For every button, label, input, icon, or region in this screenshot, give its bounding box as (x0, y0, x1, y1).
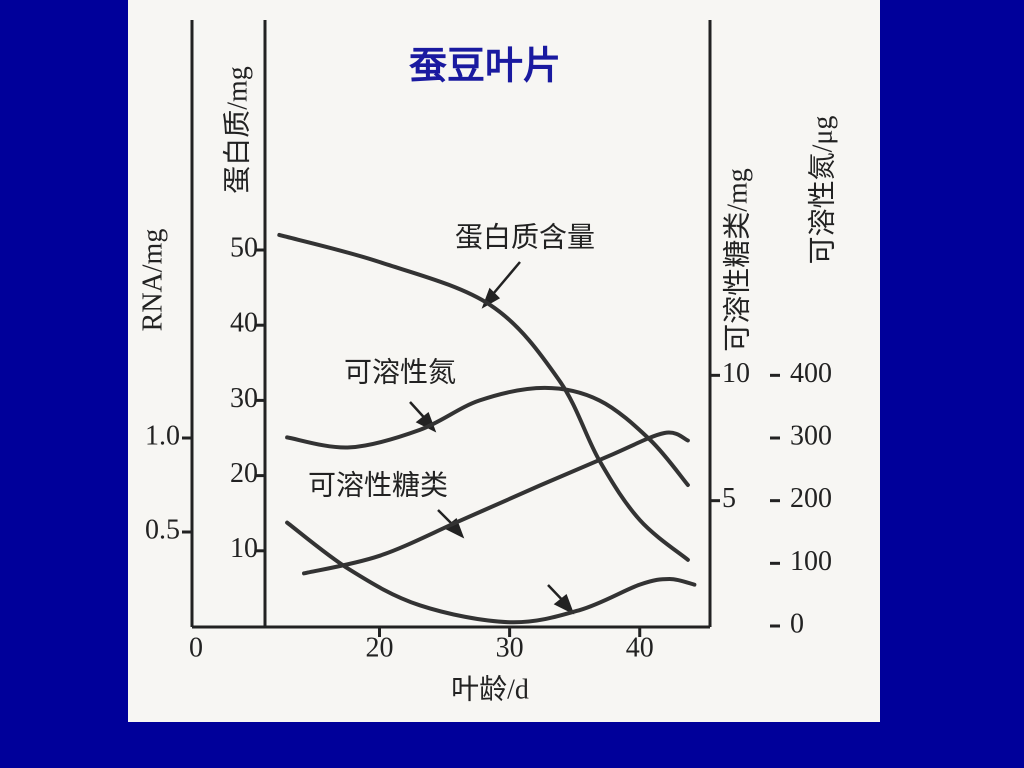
series-line (302, 430, 690, 576)
y-axis-title: 蛋白质/mg (221, 66, 253, 194)
series-line (285, 385, 690, 487)
series-label: 可溶性氮 (344, 356, 456, 388)
y-tick-label: 5 (722, 483, 736, 514)
y-tick-label: 10 (230, 533, 258, 564)
y-tick-label: 50 (230, 232, 258, 263)
y-tick-label: 200 (790, 483, 832, 514)
y-tick-label: 40 (230, 308, 258, 339)
y-tick-label: 1.0 (145, 420, 180, 451)
x-axis-title: 叶龄/d (451, 673, 529, 705)
series-line (277, 232, 690, 562)
y-tick-label: 100 (790, 546, 832, 577)
chart-title: 蚕豆叶片 (409, 46, 561, 88)
series-line (285, 520, 697, 625)
arrow-head (553, 593, 575, 615)
series-label: 可溶性糖类 (308, 469, 448, 501)
y-tick-label: 300 (790, 420, 832, 451)
y-tick-label: 30 (230, 383, 258, 414)
y-tick-label: 0.5 (145, 514, 180, 545)
x-tick-label: 20 (366, 632, 394, 663)
x-tick-label: 30 (496, 632, 524, 663)
y-axis-title: RNA/mg (137, 229, 168, 332)
y-tick-label: 20 (230, 458, 258, 489)
y-tick-label: 10 (722, 358, 750, 389)
x-tick-label: 40 (626, 632, 654, 663)
chart-background (128, 0, 880, 722)
y-tick-label: 400 (790, 358, 832, 389)
y-tick-label: 0 (790, 608, 804, 639)
series-label: 蛋白质含量 (455, 221, 595, 253)
y-axis-title: 可溶性糖类/mg (721, 168, 753, 352)
y-axis-title: 可溶性氮/μg (806, 116, 838, 265)
x-origin-label: 0 (189, 632, 203, 663)
